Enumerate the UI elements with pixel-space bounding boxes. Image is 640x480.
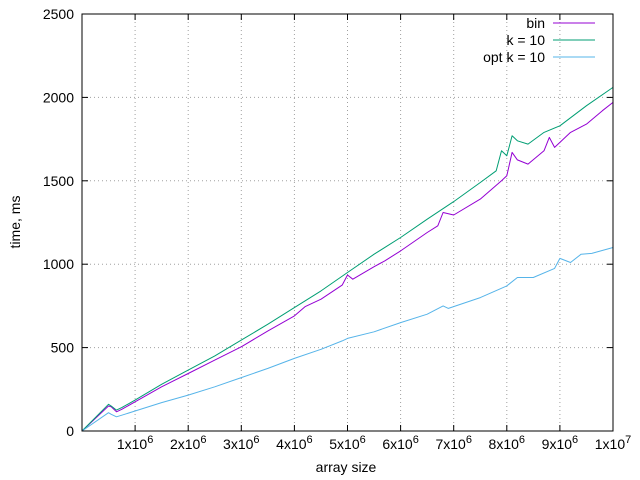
x-tick-label: 1x106 <box>117 434 153 452</box>
y-axis-title: time, ms <box>7 196 23 249</box>
y-tick-label: 1500 <box>43 173 74 189</box>
x-tick-labels: 1x106 2x106 3x106 4x106 5x106 6x106 7x106 8x106… <box>117 434 631 452</box>
series-line-bin <box>81 102 614 432</box>
x-tick-label: 2x106 <box>170 434 206 452</box>
x-tick-label: 4x106 <box>276 434 312 452</box>
x-tick-label: 9x106 <box>542 434 578 452</box>
x-tick-label: 5x106 <box>329 434 365 452</box>
x-tick-label: 6x106 <box>382 434 418 452</box>
y-tick-label: 2500 <box>43 6 74 22</box>
x-tick-label: 8x106 <box>489 434 525 452</box>
y-tick-labels: 0 500 1000 1500 2000 2500 <box>43 6 74 439</box>
x-tick-label: 3x106 <box>223 434 259 452</box>
y-tick-label: 500 <box>51 340 75 356</box>
series-line-k-10 <box>81 86 614 432</box>
axis-ticks <box>82 13 614 432</box>
y-tick-label: 2000 <box>43 89 74 105</box>
series-lines <box>81 86 614 432</box>
legend-label: bin <box>526 15 545 31</box>
y-tick-label: 0 <box>66 423 74 439</box>
x-axis-title: array size <box>316 459 377 475</box>
legend-label: k = 10 <box>506 32 545 48</box>
x-tick-label: 1x107 <box>595 434 631 452</box>
legend-label: opt k = 10 <box>483 49 545 65</box>
series-line-opt-k-10 <box>81 247 614 432</box>
y-tick-label: 1000 <box>43 256 74 272</box>
x-tick-label: 7x106 <box>435 434 471 452</box>
grid <box>82 14 613 431</box>
